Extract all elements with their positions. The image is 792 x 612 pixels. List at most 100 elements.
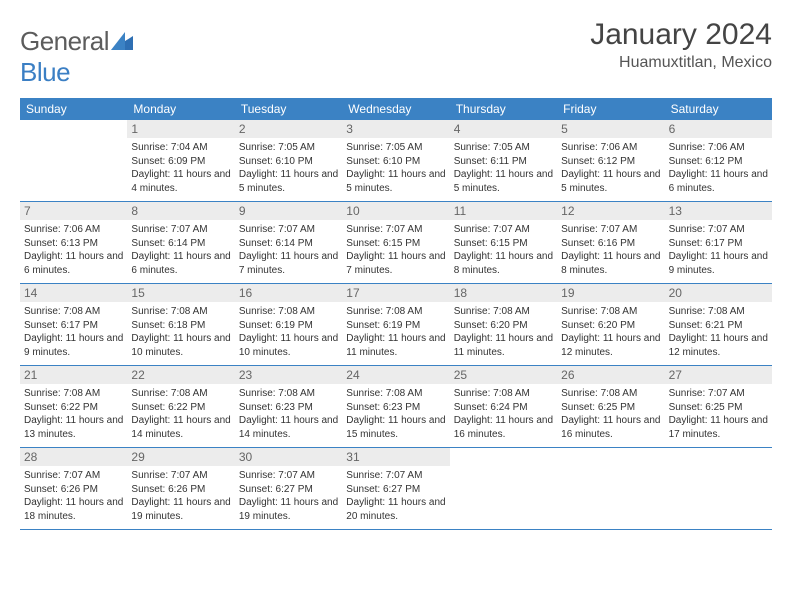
day-number: 24: [342, 366, 449, 384]
day-cell: 6Sunrise: 7:06 AMSunset: 6:12 PMDaylight…: [665, 120, 772, 201]
day-info: Sunrise: 7:08 AMSunset: 6:19 PMDaylight:…: [346, 305, 445, 359]
weekday-header-row: SundayMondayTuesdayWednesdayThursdayFrid…: [20, 98, 772, 120]
day-number: 18: [450, 284, 557, 302]
day-info: Sunrise: 7:08 AMSunset: 6:25 PMDaylight:…: [561, 387, 660, 441]
day-cell: .: [557, 448, 664, 529]
day-info: Sunrise: 7:08 AMSunset: 6:21 PMDaylight:…: [669, 305, 768, 359]
location: Huamuxtitlan, Mexico: [590, 54, 772, 72]
day-number: 15: [127, 284, 234, 302]
day-cell: 12Sunrise: 7:07 AMSunset: 6:16 PMDayligh…: [557, 202, 664, 283]
day-info: Sunrise: 7:08 AMSunset: 6:23 PMDaylight:…: [346, 387, 445, 441]
day-cell: 18 Sunrise: 7:08 AMSunset: 6:20 PMDayligh…: [450, 284, 557, 365]
day-info: Sunrise: 7:07 AMSunset: 6:14 PMDaylight:…: [239, 223, 338, 277]
day-cell: 30 Sunrise: 7:07 AMSunset: 6:27 PMDayligh…: [235, 448, 342, 529]
day-info: Sunrise: 7:08 AMSunset: 6:20 PMDaylight:…: [454, 305, 553, 359]
day-info: Sunrise: 7:07 AMSunset: 6:15 PMDaylight:…: [346, 223, 445, 277]
day-info: Sunrise: 7:07 AMSunset: 6:26 PMDaylight:…: [131, 469, 230, 523]
day-number: 30: [235, 448, 342, 466]
day-cell: 19 Sunrise: 7:08 AMSunset: 6:20 PMDayligh…: [557, 284, 664, 365]
day-cell: 28 Sunrise: 7:07 AMSunset: 6:26 PMDayligh…: [20, 448, 127, 529]
day-number: 6: [665, 120, 772, 138]
day-cell: .: [20, 120, 127, 201]
header: GeneralBlue January 2024 Huamuxtitlan, M…: [20, 18, 772, 88]
day-cell: 16Sunrise: 7:08 AMSunset: 6:19 PMDayligh…: [235, 284, 342, 365]
day-cell: 8 Sunrise: 7:07 AMSunset: 6:14 PMDaylight…: [127, 202, 234, 283]
day-info: Sunrise: 7:07 AMSunset: 6:14 PMDaylight:…: [131, 223, 230, 277]
day-number: 7: [20, 202, 127, 220]
day-cell: 17 Sunrise: 7:08 AMSunset: 6:19 PMDayligh…: [342, 284, 449, 365]
day-cell: .: [665, 448, 772, 529]
day-number: 19: [557, 284, 664, 302]
day-number: 22: [127, 366, 234, 384]
day-number: 17: [342, 284, 449, 302]
day-info: Sunrise: 7:08 AMSunset: 6:24 PMDaylight:…: [454, 387, 553, 441]
day-cell: 10Sunrise: 7:07 AMSunset: 6:15 PMDayligh…: [342, 202, 449, 283]
title-block: January 2024 Huamuxtitlan, Mexico: [590, 18, 772, 72]
day-number: 23: [235, 366, 342, 384]
day-info: Sunrise: 7:08 AMSunset: 6:17 PMDaylight:…: [24, 305, 123, 359]
week-row: 7 Sunrise: 7:06 AMSunset: 6:13 PMDaylight…: [20, 202, 772, 284]
day-cell: 24 Sunrise: 7:08 AMSunset: 6:23 PMDayligh…: [342, 366, 449, 447]
month-title: January 2024: [590, 18, 772, 52]
day-cell: 13 Sunrise: 7:07 AMSunset: 6:17 PMDayligh…: [665, 202, 772, 283]
day-number: 1: [127, 120, 234, 138]
day-number: 26: [557, 366, 664, 384]
day-cell: 26 Sunrise: 7:08 AMSunset: 6:25 PMDayligh…: [557, 366, 664, 447]
day-cell: 25 Sunrise: 7:08 AMSunset: 6:24 PMDayligh…: [450, 366, 557, 447]
calendar-page: GeneralBlue January 2024 Huamuxtitlan, M…: [0, 0, 792, 548]
day-cell: 21 Sunrise: 7:08 AMSunset: 6:22 PMDayligh…: [20, 366, 127, 447]
day-info: Sunrise: 7:07 AMSunset: 6:27 PMDaylight:…: [239, 469, 338, 523]
brand-name: GeneralBlue: [20, 26, 133, 88]
day-number: 11: [450, 202, 557, 220]
day-cell: 31Sunrise: 7:07 AMSunset: 6:27 PMDayligh…: [342, 448, 449, 529]
day-cell: 4Sunrise: 7:05 AMSunset: 6:11 PMDaylight…: [450, 120, 557, 201]
weekday-thursday: Thursday: [450, 98, 557, 120]
week-row: 21Sunrise: 7:08 AMSunset: 6:22 PMDayligh…: [20, 366, 772, 448]
day-number: 27: [665, 366, 772, 384]
weekday-friday: Friday: [557, 98, 664, 120]
day-number: 13: [665, 202, 772, 220]
day-number: 9: [235, 202, 342, 220]
week-row: 14 Sunrise: 7:08 AMSunset: 6:17 PMDayligh…: [20, 284, 772, 366]
day-cell: 2Sunrise: 7:05 AMSunset: 6:10 PMDaylight…: [235, 120, 342, 201]
day-info: Sunrise: 7:08 AMSunset: 6:20 PMDaylight:…: [561, 305, 660, 359]
day-cell: 29 Sunrise: 7:07 AMSunset: 6:26 PMDayligh…: [127, 448, 234, 529]
day-cell: 5Sunrise: 7:06 AMSunset: 6:12 PMDaylight…: [557, 120, 664, 201]
brand-gray: General: [20, 26, 109, 56]
weekday-saturday: Saturday: [665, 98, 772, 120]
day-info: Sunrise: 7:06 AMSunset: 6:13 PMDaylight:…: [24, 223, 123, 277]
day-cell: 11Sunrise: 7:07 AMSunset: 6:15 PMDayligh…: [450, 202, 557, 283]
sail-icon: [111, 26, 133, 57]
day-number: 28: [20, 448, 127, 466]
day-cell: 3Sunrise: 7:05 AMSunset: 6:10 PMDaylight…: [342, 120, 449, 201]
day-cell: 1Sunrise: 7:04 AMSunset: 6:09 PMDaylight…: [127, 120, 234, 201]
day-cell: 27Sunrise: 7:07 AMSunset: 6:25 PMDayligh…: [665, 366, 772, 447]
day-number: 20: [665, 284, 772, 302]
day-number: 21: [20, 366, 127, 384]
day-number: 29: [127, 448, 234, 466]
day-number: 5: [557, 120, 664, 138]
day-number: 14: [20, 284, 127, 302]
day-cell: .: [450, 448, 557, 529]
day-info: Sunrise: 7:08 AMSunset: 6:23 PMDaylight:…: [239, 387, 338, 441]
day-number: 25: [450, 366, 557, 384]
day-number: 2: [235, 120, 342, 138]
day-number: 8: [127, 202, 234, 220]
day-cell: 15 Sunrise: 7:08 AMSunset: 6:18 PMDayligh…: [127, 284, 234, 365]
day-info: Sunrise: 7:07 AMSunset: 6:26 PMDaylight:…: [24, 469, 123, 523]
day-info: Sunrise: 7:07 AMSunset: 6:17 PMDaylight:…: [669, 223, 768, 277]
calendar-grid: SundayMondayTuesdayWednesdayThursdayFrid…: [20, 98, 772, 530]
weekday-wednesday: Wednesday: [342, 98, 449, 120]
day-info: Sunrise: 7:05 AMSunset: 6:10 PMDaylight:…: [346, 141, 445, 195]
day-cell: 9 Sunrise: 7:07 AMSunset: 6:14 PMDaylight…: [235, 202, 342, 283]
weekday-tuesday: Tuesday: [235, 98, 342, 120]
day-cell: 23 Sunrise: 7:08 AMSunset: 6:23 PMDayligh…: [235, 366, 342, 447]
weekday-monday: Monday: [127, 98, 234, 120]
week-row: 28Sunrise: 7:07 AMSunset: 6:26 PMDayligh…: [20, 448, 772, 530]
day-info: Sunrise: 7:08 AMSunset: 6:22 PMDaylight:…: [24, 387, 123, 441]
day-info: Sunrise: 7:08 AMSunset: 6:18 PMDaylight:…: [131, 305, 230, 359]
day-cell: 20 Sunrise: 7:08 AMSunset: 6:21 PMDayligh…: [665, 284, 772, 365]
weekday-sunday: Sunday: [20, 98, 127, 120]
day-info: Sunrise: 7:08 AMSunset: 6:22 PMDaylight:…: [131, 387, 230, 441]
weeks-container: .1Sunrise: 7:04 AMSunset: 6:09 PMDayligh…: [20, 120, 772, 530]
